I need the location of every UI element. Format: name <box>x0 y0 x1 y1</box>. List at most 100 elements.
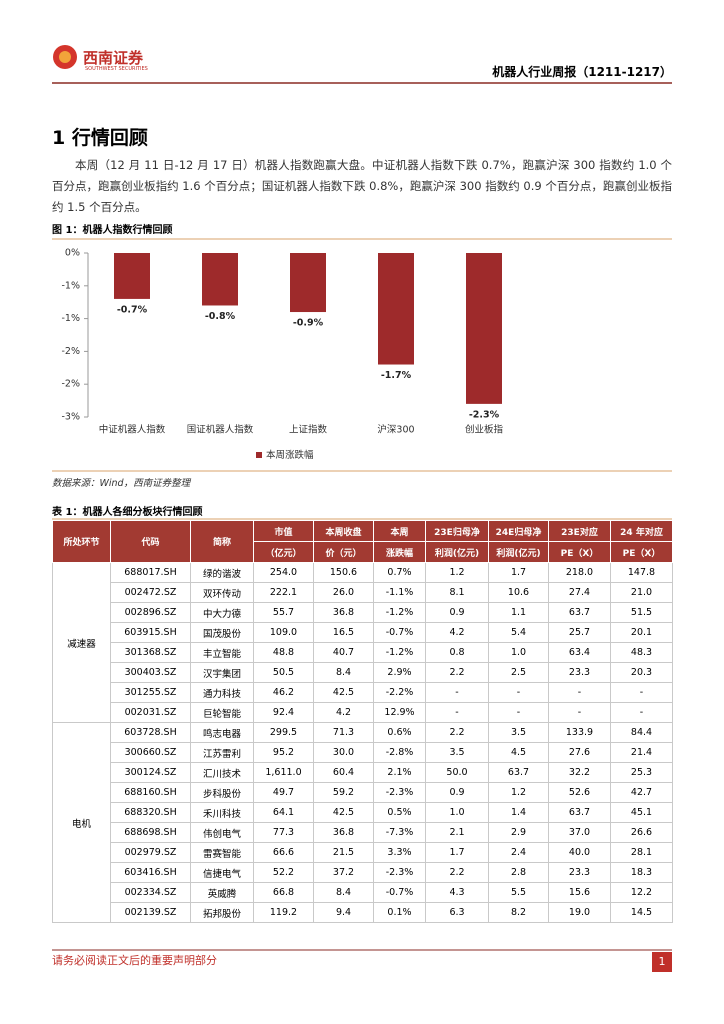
header-cell: 24 年对应 <box>610 520 673 542</box>
cell: 92.4 <box>253 702 314 723</box>
cell: 218.0 <box>548 562 611 583</box>
cell: 12.9% <box>373 702 426 723</box>
header-cell: 价（元） <box>313 541 374 563</box>
table-row: 002472.SZ 双环传动 222.1 26.0 -1.1% 8.1 10.6 27.4 21… <box>53 582 673 603</box>
cell: 222.1 <box>253 582 314 603</box>
cell: 50.0 <box>425 762 489 783</box>
cell: - <box>610 682 673 703</box>
cell: 国茂股份 <box>190 622 254 643</box>
table-row: 301368.SZ 丰立智能 48.8 40.7 -1.2% 0.8 1.0 63.4 48.3 <box>53 642 673 663</box>
table-row: 002979.SZ 雷赛智能 66.6 21.5 3.3% 1.7 2.4 40.0 28.1 <box>53 842 673 863</box>
cell: 95.2 <box>253 742 314 763</box>
cell: - <box>548 702 611 723</box>
cell: 688017.SH <box>110 562 191 583</box>
cell: - <box>610 702 673 723</box>
table-row: 688160.SH 步科股份 49.7 59.2 -2.3% 0.9 1.2 52.6 42.7 <box>53 782 673 803</box>
cell: - <box>425 702 489 723</box>
cell: 江苏雷利 <box>190 742 254 763</box>
header-cell: 24E归母净 <box>488 520 549 542</box>
cell: 52.6 <box>548 782 611 803</box>
cell: 8.2 <box>488 902 549 923</box>
legend-label: 本周涨跌幅 <box>266 449 314 461</box>
cell: 巨轮智能 <box>190 702 254 723</box>
cell: 步科股份 <box>190 782 254 803</box>
group-cell: 电机 <box>52 722 111 923</box>
cell: 63.7 <box>548 602 611 623</box>
table-row: 002031.SZ 巨轮智能 92.4 4.2 12.9% - - - - <box>53 702 673 723</box>
cell: 6.3 <box>425 902 489 923</box>
cell: 55.7 <box>253 602 314 623</box>
y-tick-label: 0% <box>65 248 80 259</box>
cell: 0.5% <box>373 802 426 823</box>
cell: 42.5 <box>313 802 374 823</box>
header-row: 所处环节 代码 简称 市值 本周收盘 本周 23E归母净 24E归母净 23E对应 24 年对应 <box>52 520 673 563</box>
x-tick-label: 上证指数 <box>289 424 328 436</box>
cell: 1.1 <box>488 602 549 623</box>
cell: 688698.SH <box>110 822 191 843</box>
cell: 002979.SZ <box>110 842 191 863</box>
cell: 15.6 <box>548 882 611 903</box>
cell: 66.6 <box>253 842 314 863</box>
cell: 2.2 <box>425 862 489 883</box>
cell: -1.2% <box>373 602 426 623</box>
header-cell: PE（X） <box>548 541 611 563</box>
cell: 119.2 <box>253 902 314 923</box>
cell: 32.2 <box>548 762 611 783</box>
cell: 23.3 <box>548 862 611 883</box>
cell: - <box>425 682 489 703</box>
cell: 1.7 <box>425 842 489 863</box>
cell: 2.1% <box>373 762 426 783</box>
bar <box>378 253 414 365</box>
group-cell: 减速器 <box>52 562 111 723</box>
footer-notice: 请务必阅读正文后的重要声明部分 <box>52 954 217 967</box>
cell: 36.8 <box>313 822 374 843</box>
header-cell: 市值 <box>253 520 314 542</box>
header-cell: 代码 <box>110 520 191 563</box>
cell: 丰立智能 <box>190 642 254 663</box>
logo-sub: SOUTHWEST SECURITIES <box>85 66 148 72</box>
header-cell: 利润(亿元) <box>488 541 549 563</box>
cell: 3.3% <box>373 842 426 863</box>
cell: 59.2 <box>313 782 374 803</box>
header-cell: PE（X） <box>610 541 673 563</box>
x-tick-label: 创业板指 <box>465 424 504 436</box>
page-number: 1 <box>658 955 666 968</box>
cell: 60.4 <box>313 762 374 783</box>
cell: 雷赛智能 <box>190 842 254 863</box>
cell: 4.3 <box>425 882 489 903</box>
bar <box>202 253 238 306</box>
cell: 通力科技 <box>190 682 254 703</box>
cell: 0.9 <box>425 602 489 623</box>
y-tick-label: -3% <box>62 412 81 423</box>
cell: 2.5 <box>488 662 549 683</box>
cell: 2.8 <box>488 862 549 883</box>
cell: 5.5 <box>488 882 549 903</box>
cell: 50.5 <box>253 662 314 683</box>
cell: 1.0 <box>488 642 549 663</box>
cell: 0.6% <box>373 722 426 743</box>
figure-caption: 图 1：机器人指数行情回顾 <box>52 225 173 236</box>
cell: 19.0 <box>548 902 611 923</box>
header-cell: 本周收盘 <box>313 520 374 542</box>
cell: 21.5 <box>313 842 374 863</box>
cell: 63.7 <box>548 802 611 823</box>
table-row: 002139.SZ 拓邦股份 119.2 9.4 0.1% 6.3 8.2 19.0 14.5 <box>53 902 673 923</box>
cell: 20.1 <box>610 622 673 643</box>
report-title: 机器人行业周报（1211-1217） <box>492 65 672 79</box>
cell: 688160.SH <box>110 782 191 803</box>
cell: -1.2% <box>373 642 426 663</box>
cell: 30.0 <box>313 742 374 763</box>
cell: 133.9 <box>548 722 611 743</box>
cell: 21.0 <box>610 582 673 603</box>
y-tick-label: -2% <box>62 346 81 357</box>
value-label: -0.9% <box>293 318 324 329</box>
table-row: 减速器 688017.SH 绿的谐波 254.0 150.6 0.7% 1.2 1.7 218.… <box>52 562 673 723</box>
cell: 36.8 <box>313 602 374 623</box>
cell: 49.7 <box>253 782 314 803</box>
logo-name: 西南证券 <box>83 49 144 67</box>
y-tick-label: -1% <box>62 313 81 324</box>
x-tick-label: 中证机器人指数 <box>99 424 166 436</box>
table-caption: 表 1：机器人各细分板块行情回顾 <box>52 507 203 518</box>
value-label: -0.8% <box>205 311 236 322</box>
cell: 伟创电气 <box>190 822 254 843</box>
